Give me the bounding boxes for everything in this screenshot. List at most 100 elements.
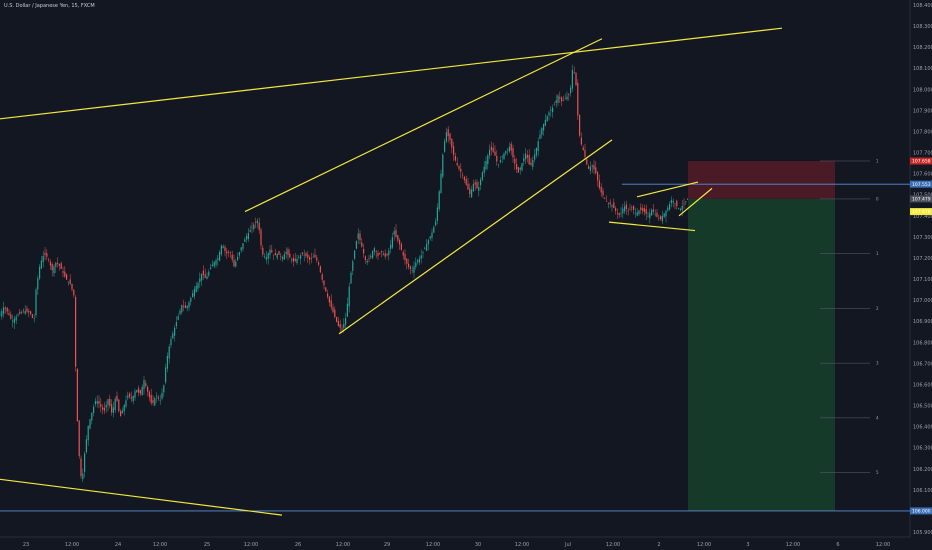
candle-down [139, 390, 141, 394]
candle-down [337, 320, 339, 326]
candle-up [607, 203, 609, 204]
candle-down [613, 202, 615, 209]
candle-down [129, 393, 131, 397]
candle-up [343, 323, 345, 329]
candle-down [588, 166, 590, 169]
candle-down [406, 258, 408, 264]
candle-down [319, 266, 321, 273]
time-tick-label: 12:00 [515, 542, 529, 548]
candle-up [424, 247, 426, 249]
candle-up [312, 256, 314, 258]
candle-up [478, 187, 480, 191]
candle-down [377, 252, 379, 256]
candle-up [85, 439, 87, 453]
candle-up [591, 165, 593, 167]
candle-down [341, 328, 343, 330]
candle-up [508, 146, 510, 152]
candle-down [334, 309, 336, 317]
candle-up [1, 311, 3, 317]
candle-down [301, 252, 303, 254]
candle-up [217, 258, 219, 260]
candle-up [67, 281, 69, 283]
candle-down [287, 249, 289, 255]
candle-up [0, 314, 1, 316]
candle-up [213, 261, 215, 267]
candle-up [498, 163, 500, 165]
candle-down [73, 289, 75, 296]
time-tick-label: 24 [115, 542, 121, 548]
fib-level-label: 0 [876, 196, 879, 201]
candle-down [4, 307, 6, 309]
candle-down [49, 261, 51, 266]
candle-up [679, 208, 681, 211]
price-tick-label: 105.900 [913, 530, 932, 536]
candle-down [307, 254, 309, 258]
candle-up [127, 395, 129, 398]
candle-up [566, 96, 568, 100]
time-tick-label: 12:00 [697, 542, 711, 548]
candle-up [195, 286, 197, 293]
candle-up [661, 216, 663, 222]
candle-up [649, 212, 651, 219]
candle-down [183, 305, 185, 307]
candle-up [181, 304, 183, 313]
candle-up [435, 221, 437, 226]
candle-up [188, 302, 190, 308]
candle-down [309, 257, 311, 260]
tag-entry [910, 208, 932, 216]
candle-up [55, 262, 57, 267]
candle-up [370, 255, 372, 258]
candle-up [422, 251, 424, 253]
candle-up [84, 453, 86, 472]
candle-down [98, 401, 100, 404]
candle-up [172, 333, 174, 339]
price-tick-label: 108.200 [913, 45, 932, 51]
candle-up [303, 254, 305, 256]
candle-down [408, 263, 410, 268]
candle-up [174, 327, 176, 336]
candle-down [76, 369, 78, 422]
candle-up [442, 154, 444, 177]
candle-up [670, 200, 672, 204]
candle-up [220, 245, 222, 255]
candle-down [453, 146, 455, 156]
candle-up [53, 266, 55, 274]
candle-up [543, 123, 545, 131]
candle-up [170, 339, 172, 345]
candle-up [620, 213, 622, 214]
candle-down [30, 311, 32, 315]
candle-down [458, 166, 460, 169]
candle-up [37, 278, 39, 290]
candle-down [226, 251, 228, 254]
candle-down [606, 200, 608, 202]
candle-down [310, 258, 312, 259]
candle-up [211, 264, 213, 267]
candle-down [512, 148, 514, 158]
tag-res-text: 107.553 [912, 182, 931, 188]
candle-down [368, 258, 370, 260]
candle-up [156, 395, 158, 397]
candle-up [651, 210, 653, 216]
candle-down [676, 200, 678, 207]
candle-up [366, 260, 368, 263]
candle-down [364, 256, 366, 260]
candle-up [570, 87, 572, 94]
candle-up [276, 254, 278, 259]
candle-down [289, 253, 291, 258]
candle-up [179, 310, 181, 314]
candle-down [400, 244, 402, 250]
candle-down [116, 395, 118, 401]
trendline-wedge-upper [636, 181, 699, 198]
candle-down [559, 97, 561, 99]
candle-down [577, 83, 579, 116]
candle-down [454, 156, 456, 161]
time-tick-label: 12:00 [876, 542, 890, 548]
candle-down [71, 283, 73, 290]
candle-down [615, 208, 617, 211]
candle-down [363, 248, 365, 254]
candle-up [253, 224, 255, 230]
candle-down [184, 305, 186, 308]
candle-up [501, 156, 503, 158]
candle-down [379, 253, 381, 255]
